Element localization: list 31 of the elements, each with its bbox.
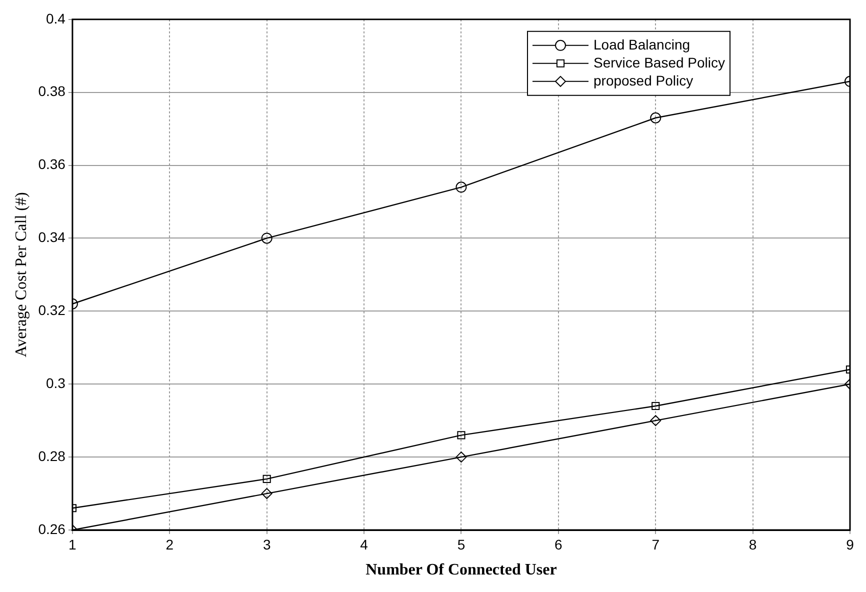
x-tick-label: 1 xyxy=(68,536,77,552)
x-tick-label: 3 xyxy=(262,536,271,552)
x-tick-label: 9 xyxy=(846,536,854,552)
y-axis-title: Average Cost Per Call (#) xyxy=(12,192,30,358)
x-tick-label: 6 xyxy=(554,536,563,552)
x-tick-label: 2 xyxy=(166,536,174,552)
x-tick-label: 5 xyxy=(457,536,466,552)
point xyxy=(261,232,272,244)
point xyxy=(456,452,467,463)
y-tick-label: 0.32 xyxy=(38,302,66,318)
point xyxy=(262,474,271,483)
y-tick-label: 0.3 xyxy=(46,374,66,391)
y-tick-label: 0.36 xyxy=(38,156,66,172)
point xyxy=(652,402,660,410)
y-tick-label: 0.34 xyxy=(38,229,66,246)
legend-label: proposed Policy xyxy=(593,72,694,88)
point xyxy=(261,488,272,500)
point xyxy=(456,182,467,193)
x-tick-label: 7 xyxy=(652,536,660,552)
legend-label: Service Based Policy xyxy=(593,54,726,70)
y-tick-label: 0.28 xyxy=(38,448,66,464)
point xyxy=(457,431,466,440)
y-tick-label: 0.26 xyxy=(38,520,66,537)
x-axis-title: Number Of Connected User xyxy=(366,562,557,579)
point xyxy=(650,112,662,124)
y-tick-label: 0.38 xyxy=(38,83,66,100)
x-tick-label: 4 xyxy=(360,536,368,552)
y-tick-label: 0.4 xyxy=(46,10,66,26)
legend-label: Load Balancing xyxy=(593,36,690,52)
point xyxy=(650,415,662,426)
x-tick-label: 8 xyxy=(748,536,757,552)
